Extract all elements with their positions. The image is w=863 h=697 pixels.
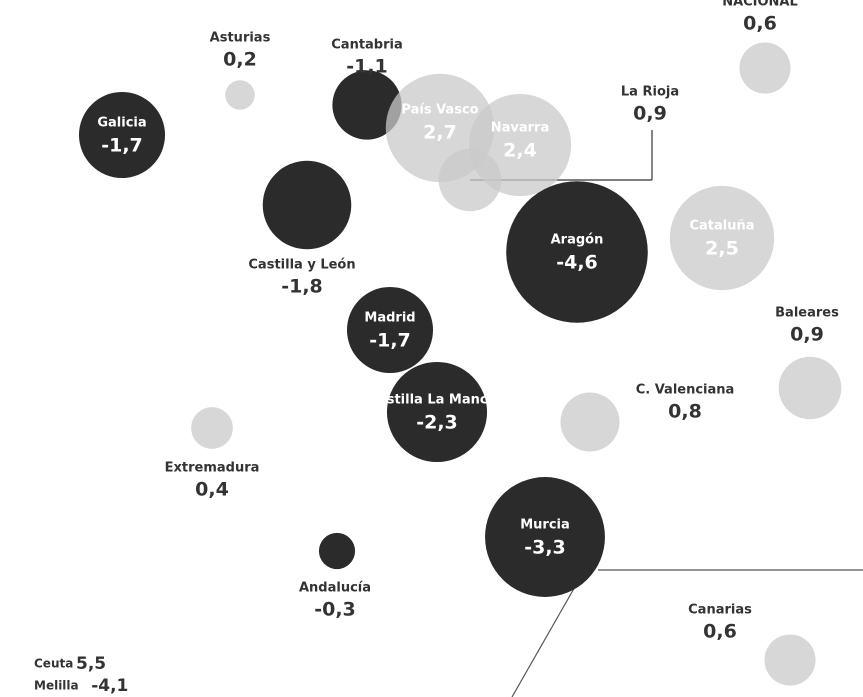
region-bubble (560, 392, 620, 452)
small-name: Ceuta (34, 657, 73, 671)
region-bubble (778, 356, 842, 420)
region-name: Castilla y León (248, 258, 355, 273)
region-value: 0,6 (703, 621, 737, 643)
region-name: Andalucía (299, 581, 371, 596)
region-value: 0,2 (223, 49, 257, 71)
region-name: La Rioja (621, 85, 679, 100)
region-value: -1,1 (346, 56, 388, 78)
region-bubble (346, 286, 434, 374)
region-bubble (506, 181, 648, 323)
region-value: 2,5 (705, 238, 739, 260)
region-name: Cataluña (689, 219, 754, 234)
region-bubble (318, 532, 356, 570)
region-name: Cantabria (331, 38, 403, 53)
region-value: 0,6 (743, 13, 777, 35)
region-value: -1,8 (281, 276, 323, 298)
region-bubble (191, 407, 233, 449)
region-value: 0,4 (195, 479, 229, 501)
region-name: Canarias (688, 603, 752, 618)
region-value: -1,7 (101, 135, 143, 157)
region-bubble (78, 91, 166, 179)
region-name: Baleares (775, 306, 839, 321)
region-bubble (332, 70, 402, 140)
small-value: -4,1 (91, 676, 128, 696)
region-name: Asturias (210, 31, 271, 46)
region-name: Murcia (520, 518, 570, 533)
region-name: Extremadura (165, 461, 260, 476)
region-bubble (225, 80, 255, 110)
region-value: 2,7 (423, 122, 457, 144)
region-value: 0,8 (668, 401, 702, 423)
region-value: -3,3 (524, 537, 566, 559)
region-name: Madrid (364, 311, 415, 326)
region-value: -0,3 (314, 599, 356, 621)
region-name: Aragón (551, 233, 604, 248)
region-name: Castilla La Mancha (368, 393, 505, 408)
region-bubble (438, 148, 502, 212)
region-bubble (739, 42, 791, 94)
region-name: País Vasco (401, 103, 478, 118)
region-bubble (669, 185, 775, 291)
region-value: 0,9 (633, 103, 667, 125)
region-value: -4,6 (556, 252, 598, 274)
region-name: Navarra (491, 121, 550, 136)
region-bubble (262, 160, 352, 250)
region-bubble (485, 477, 605, 597)
region-name: NACIONAL (722, 0, 798, 10)
region-value: -2,3 (416, 412, 458, 434)
region-value: -1,7 (369, 330, 411, 352)
region-name: C. Valenciana (636, 383, 735, 398)
canarias-separator (511, 577, 581, 697)
small-value: 5,5 (76, 654, 106, 674)
region-bubble (764, 634, 816, 686)
region-name: Galicia (97, 116, 146, 131)
region-value: 0,9 (790, 324, 824, 346)
small-name: Melilla (34, 679, 79, 693)
region-value: 2,4 (503, 140, 537, 162)
region-bubble (386, 361, 488, 463)
